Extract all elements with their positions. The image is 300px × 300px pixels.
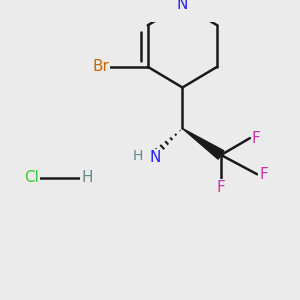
Text: F: F	[217, 180, 225, 195]
Text: F: F	[252, 130, 261, 146]
Text: H: H	[133, 148, 143, 163]
Text: H: H	[81, 170, 93, 185]
Text: N: N	[177, 0, 188, 12]
Text: F: F	[259, 167, 268, 182]
Polygon shape	[182, 128, 224, 159]
Text: N: N	[149, 150, 160, 165]
Text: Br: Br	[92, 59, 109, 74]
Text: Cl: Cl	[24, 170, 39, 185]
